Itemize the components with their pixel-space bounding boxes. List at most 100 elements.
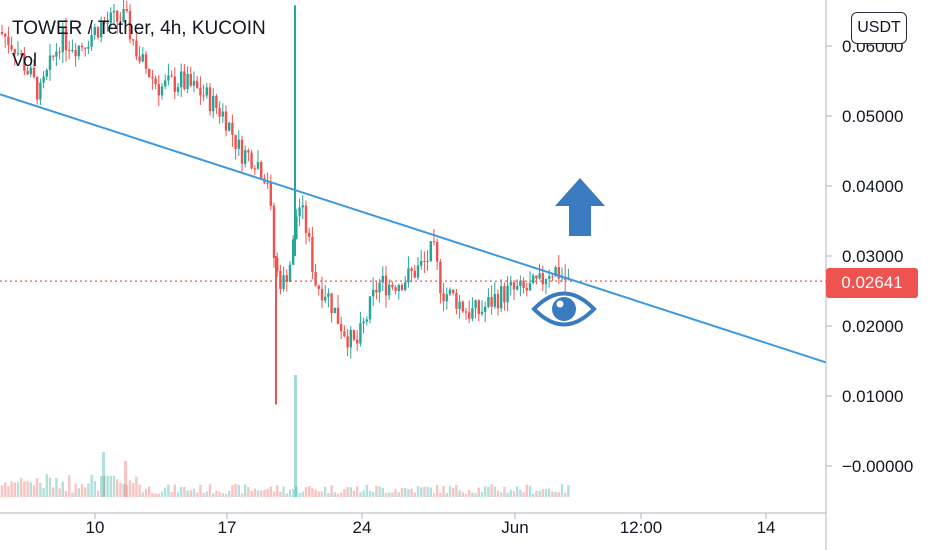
volume-bar	[445, 493, 448, 497]
volume-indicator-label[interactable]: Vol	[12, 50, 38, 70]
volume-bar	[164, 487, 167, 497]
volume-bar	[272, 491, 276, 497]
volume-bar	[295, 486, 298, 497]
volume-bar	[493, 486, 496, 497]
candle-body	[308, 232, 311, 237]
candle-body	[247, 150, 250, 153]
volume-bar	[247, 486, 250, 497]
candle-body	[154, 78, 157, 85]
volume-bar	[567, 485, 570, 497]
candle-body	[301, 205, 304, 208]
candle-body	[538, 273, 541, 279]
candle-body	[500, 286, 503, 309]
volume-bar	[484, 486, 487, 497]
volume-bar	[519, 489, 522, 497]
volume-bar	[212, 493, 215, 497]
volume-bar	[224, 493, 228, 497]
candle-body	[87, 46, 90, 49]
candle-body	[122, 9, 125, 22]
candle-body	[429, 241, 432, 261]
volume-bars	[0, 375, 570, 497]
candle-body	[61, 27, 64, 53]
candle-body	[20, 53, 23, 55]
volume-bar	[256, 490, 260, 497]
volume-bar	[116, 479, 119, 497]
candle-body	[420, 260, 423, 266]
candle-body	[304, 205, 308, 233]
candle-body	[551, 276, 554, 278]
volume-bar	[292, 489, 295, 497]
volume-bar	[378, 486, 381, 497]
candle-body	[71, 49, 74, 51]
candle-body	[359, 323, 362, 344]
candle-body	[413, 270, 416, 278]
candle-body	[68, 50, 71, 52]
candle-body	[554, 267, 557, 277]
volume-bar	[96, 490, 100, 497]
volume-bar	[240, 493, 244, 497]
volume-bar	[106, 475, 109, 497]
candle-body	[250, 152, 253, 169]
volume-bar	[260, 490, 263, 497]
volume-bar	[516, 486, 519, 497]
candle-body	[77, 45, 80, 57]
candle-body	[74, 49, 77, 57]
trendline[interactable]	[0, 93, 827, 364]
candle-body	[212, 95, 215, 112]
candle-body	[455, 292, 458, 309]
volume-bar	[404, 487, 407, 497]
volume-bar	[36, 478, 39, 497]
volume-bar	[61, 481, 64, 497]
volume-bar	[124, 461, 127, 497]
candle-body	[336, 307, 340, 325]
volume-bar	[368, 490, 372, 497]
candle-body	[400, 284, 404, 291]
volume-bar	[471, 492, 474, 497]
volume-bar	[160, 491, 164, 497]
candle-body	[256, 162, 260, 169]
candle-body	[144, 54, 148, 69]
candle-body	[506, 285, 509, 303]
volume-bar	[362, 490, 365, 497]
candle-body	[173, 76, 176, 92]
volume-bar	[64, 491, 68, 497]
volume-bar	[58, 488, 61, 497]
volume-bar	[32, 485, 36, 497]
volume-bar	[538, 490, 541, 497]
volume-bar	[544, 489, 548, 497]
candle-body	[93, 27, 96, 36]
volume-bar	[311, 488, 314, 497]
volume-bar	[151, 492, 154, 497]
candle-body	[224, 111, 228, 131]
candle-body	[468, 312, 471, 319]
candle-body	[103, 22, 106, 24]
volume-bar	[461, 492, 464, 497]
volume-bar	[560, 484, 564, 497]
candle-body	[26, 70, 29, 75]
candle-body	[512, 282, 516, 290]
candle-body	[404, 282, 407, 291]
candle-body	[23, 53, 26, 71]
volume-bar	[48, 477, 52, 497]
candle-body	[346, 336, 349, 348]
candle-body	[186, 73, 189, 89]
candle-body	[237, 139, 240, 149]
candle-body	[167, 75, 170, 81]
candle-body	[484, 306, 487, 312]
last-price-badge: 0.02641	[826, 268, 918, 298]
candle-body	[58, 51, 61, 53]
candle-body	[525, 288, 528, 291]
candle-body	[464, 311, 468, 313]
candle-body	[394, 287, 397, 292]
candle-body	[548, 276, 551, 279]
volume-bar	[506, 492, 509, 497]
candle-body	[532, 275, 535, 283]
currency-button[interactable]: USDT	[851, 12, 907, 44]
candle-body	[541, 273, 544, 285]
x-tick-label: 12:00	[620, 518, 663, 537]
candle-body	[196, 80, 199, 88]
candle-body	[285, 275, 288, 282]
candle-body	[452, 289, 455, 293]
